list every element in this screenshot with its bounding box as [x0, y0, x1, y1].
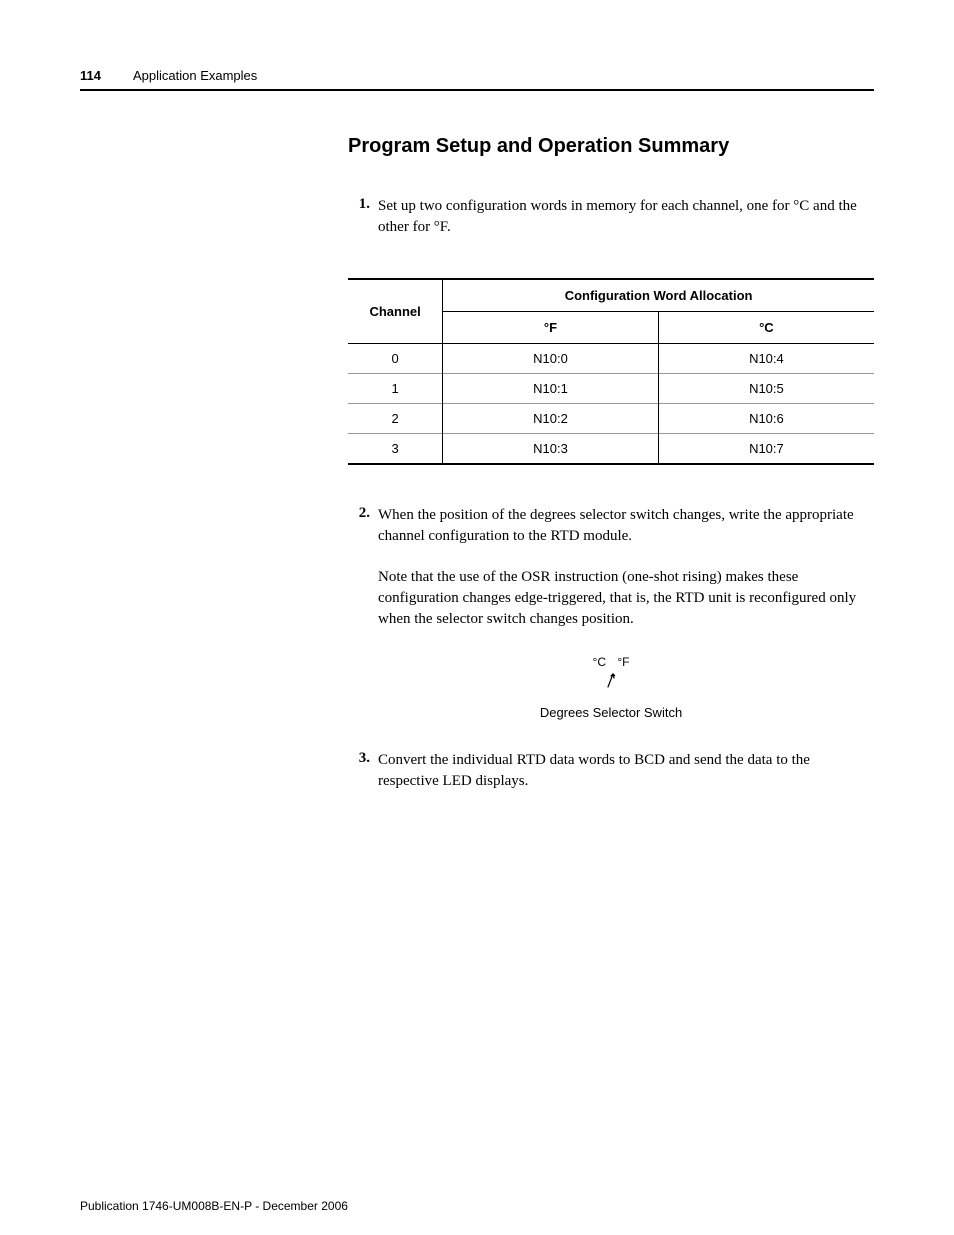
- cell-c: N10:6: [658, 404, 874, 434]
- col-degf: °F: [443, 312, 659, 344]
- cell-c: N10:5: [658, 374, 874, 404]
- step-number: 3.: [348, 750, 378, 792]
- step-2-note: Note that the use of the OSR instruction…: [378, 567, 874, 630]
- cell-f: N10:2: [443, 404, 659, 434]
- step-number: 1.: [348, 196, 378, 238]
- col-config: Configuration Word Allocation: [443, 279, 874, 312]
- main-content: Program Setup and Operation Summary 1. S…: [348, 135, 874, 812]
- cell-channel: 3: [348, 434, 443, 465]
- step-1: 1. Set up two configuration words in mem…: [348, 196, 874, 238]
- step-2: 2. When the position of the degrees sele…: [348, 505, 874, 547]
- section-title: Program Setup and Operation Summary: [348, 135, 874, 158]
- cell-channel: 1: [348, 374, 443, 404]
- cell-f: N10:3: [443, 434, 659, 465]
- table-row: 2 N10:2 N10:6: [348, 404, 874, 434]
- page-number: 114: [80, 68, 101, 83]
- switch-figure: °C °F Degrees Selector Switch: [348, 655, 874, 720]
- step-text: When the position of the degrees selecto…: [378, 505, 874, 547]
- section-name: Application Examples: [133, 68, 257, 83]
- col-channel: Channel: [348, 279, 443, 344]
- switch-label-c: °C: [593, 655, 606, 669]
- table-row: 1 N10:1 N10:5: [348, 374, 874, 404]
- col-degc: °C: [658, 312, 874, 344]
- step-text: Convert the individual RTD data words to…: [378, 750, 874, 792]
- cell-c: N10:4: [658, 344, 874, 374]
- switch-label-f: °F: [617, 655, 629, 669]
- config-table-wrapper: Channel Configuration Word Allocation °F…: [348, 278, 874, 465]
- switch-caption: Degrees Selector Switch: [348, 705, 874, 720]
- page-header: 114 Application Examples: [80, 68, 874, 91]
- step-3: 3. Convert the individual RTD data words…: [348, 750, 874, 792]
- cell-channel: 0: [348, 344, 443, 374]
- step-text: Set up two configuration words in memory…: [378, 196, 874, 238]
- config-table: Channel Configuration Word Allocation °F…: [348, 278, 874, 465]
- step-number: 2.: [348, 505, 378, 547]
- switch-arrow-icon: [348, 671, 874, 693]
- cell-channel: 2: [348, 404, 443, 434]
- switch-labels: °C °F: [348, 655, 874, 669]
- table-row: 3 N10:3 N10:7: [348, 434, 874, 465]
- cell-c: N10:7: [658, 434, 874, 465]
- cell-f: N10:0: [443, 344, 659, 374]
- table-row: 0 N10:0 N10:4: [348, 344, 874, 374]
- page-footer: Publication 1746-UM008B-EN-P - December …: [80, 1199, 348, 1213]
- cell-f: N10:1: [443, 374, 659, 404]
